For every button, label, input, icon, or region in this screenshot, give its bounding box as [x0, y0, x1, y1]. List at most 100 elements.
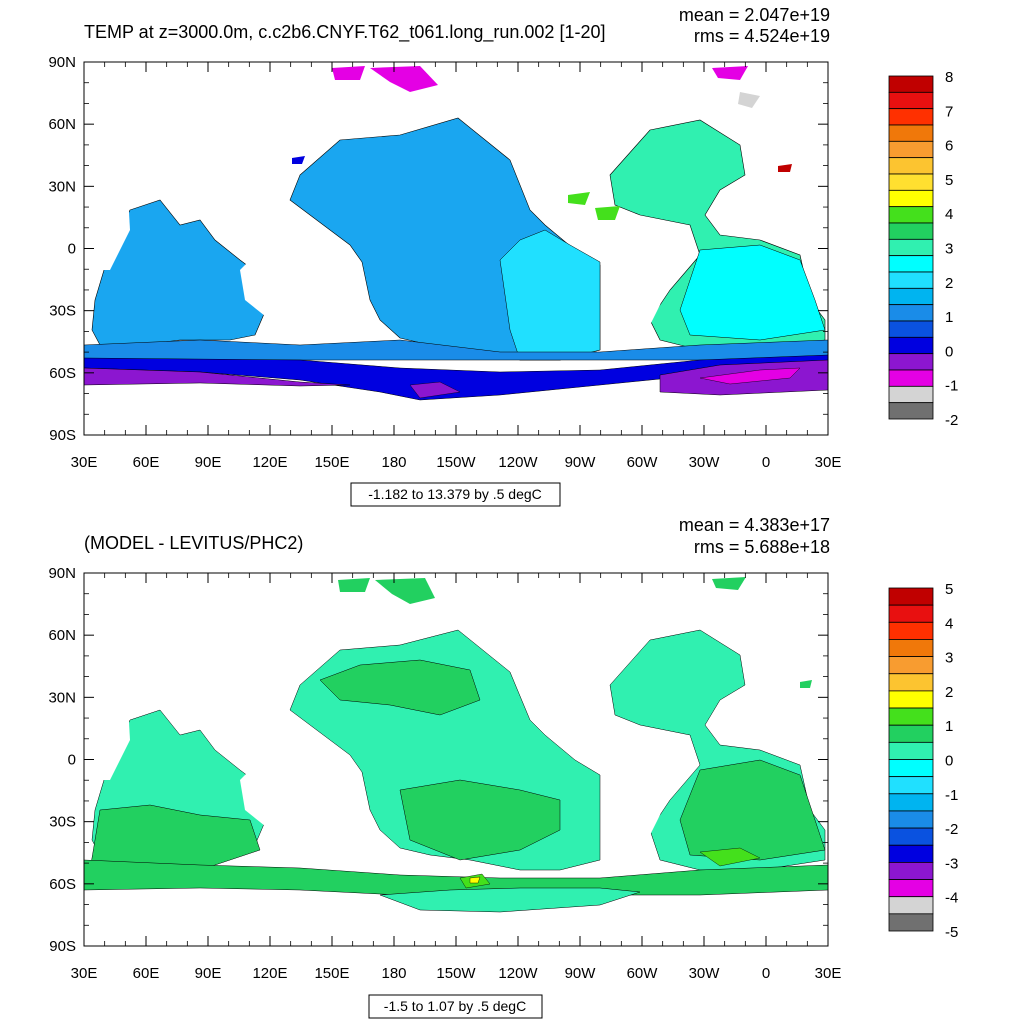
- y-tick-label: 60S: [49, 876, 76, 893]
- colorbar-label: -2: [945, 412, 958, 429]
- x-tick-label: 90W: [565, 454, 597, 471]
- panel1-caribbean: [595, 206, 620, 220]
- x-tick-label: 150W: [436, 454, 476, 471]
- panel2-arctic-2: [375, 578, 435, 604]
- colorbar-label: -5: [945, 924, 958, 941]
- colorbar-box: [888, 862, 934, 880]
- panel1-southern-1: [84, 339, 828, 361]
- x-tick-label: 60E: [133, 965, 160, 982]
- panel2-x-axis: 30E 60E 90E 120E 150E 180 150W 120W 90W 60W 30W 0 30…: [71, 965, 842, 982]
- x-tick-label: 30E: [71, 965, 98, 982]
- panel2-southern-1: [84, 859, 828, 899]
- colorbar-label: -3: [945, 855, 958, 872]
- colorbar-label: -4: [945, 890, 958, 907]
- colorbar-label: 2: [945, 684, 953, 701]
- x-tick-label: 30E: [815, 454, 842, 471]
- colorbar-box: [888, 656, 934, 675]
- x-tick-label: 180: [381, 454, 406, 471]
- colorbar-box: [888, 913, 934, 932]
- x-tick-label: 120E: [252, 965, 287, 982]
- panel1-info-box: [350, 482, 561, 507]
- colorbar-box: [888, 587, 934, 606]
- panel2-atlantic-yellowgreen: [699, 847, 761, 867]
- y-tick-label: 30N: [48, 689, 76, 706]
- colorbar-label: -1: [945, 378, 958, 395]
- colorbar-box: [888, 173, 934, 191]
- y-tick-label: 60N: [48, 116, 76, 133]
- colorbar-box: [888, 287, 934, 306]
- panel-difference: (MODEL - LEVITUS/PHC2) mean = 4.383e+17 …: [48, 515, 958, 1019]
- panel2-southern-yellow-2: [469, 876, 481, 884]
- colorbar-label: -2: [945, 821, 958, 838]
- x-tick-label: 120W: [498, 965, 538, 982]
- colorbar-label: 5: [945, 172, 953, 189]
- colorbar-label: 4: [945, 206, 953, 223]
- panel1-southern-6: [409, 381, 461, 399]
- panel2-mean: mean = 4.383e+17: [679, 515, 830, 535]
- colorbar-box: [888, 690, 934, 709]
- panel1-arctic-2: [370, 66, 438, 92]
- panel2-arctic-1: [338, 578, 370, 592]
- colorbar-box: [888, 206, 934, 224]
- panel2-pacific-green-1: [319, 659, 481, 716]
- x-tick-label: 180: [381, 965, 406, 982]
- y-tick-label: 90S: [49, 427, 76, 444]
- y-tick-label: 30S: [49, 303, 76, 320]
- panel2-axis-ticks: [83, 572, 829, 947]
- x-tick-label: 120W: [498, 454, 538, 471]
- colorbar-box: [888, 189, 934, 208]
- colorbar-box: [888, 369, 934, 387]
- x-tick-label: 30E: [815, 965, 842, 982]
- panel2-contour-info: -1.5 to 1.07 by .5 degC: [384, 998, 526, 1014]
- y-tick-label: 90N: [48, 54, 76, 71]
- panel1-med: [778, 164, 792, 172]
- panel1-australia: [240, 240, 345, 320]
- panel1-contour-info: -1.182 to 13.379 by .5 degC: [368, 486, 542, 502]
- y-tick-label: 90S: [49, 938, 76, 955]
- x-tick-label: 0: [762, 454, 770, 471]
- colorbar-label: 0: [945, 343, 953, 360]
- colorbar-box: [888, 320, 934, 338]
- colorbar-box: [888, 673, 934, 692]
- colorbar-label: 1: [945, 718, 953, 735]
- x-tick-label: 30W: [689, 454, 721, 471]
- x-tick-label: 90E: [195, 965, 222, 982]
- colorbar-box: [888, 879, 934, 898]
- colorbar-label: 3: [945, 241, 953, 258]
- colorbar-box: [888, 304, 934, 322]
- panel1-arctic-3: [712, 66, 748, 80]
- colorbar-label: 2: [945, 275, 953, 292]
- x-tick-label: 120E: [252, 454, 287, 471]
- panel2-atlantic-green: [679, 759, 826, 861]
- colorbar-box: [888, 776, 934, 795]
- colorbar-box: [888, 336, 934, 355]
- panel1-africa: [92, 195, 130, 270]
- panel2-south-america: [600, 760, 670, 855]
- colorbar-box: [888, 402, 934, 420]
- panel2-arctic-3: [712, 577, 746, 590]
- panel1-map: [84, 62, 828, 435]
- panel2-info-box: [368, 994, 543, 1019]
- colorbar-box: [888, 238, 934, 257]
- colorbar-box: [888, 741, 934, 760]
- panel2-med: [800, 680, 812, 688]
- colorbar-box: [888, 810, 934, 829]
- colorbar-box: [888, 759, 934, 778]
- colorbar-box: [888, 271, 934, 289]
- x-tick-label: 90W: [565, 965, 597, 982]
- panel1-indian: [91, 199, 271, 346]
- y-tick-label: 30N: [48, 178, 76, 195]
- panel2-southern-2: [379, 887, 641, 913]
- colorbar-box: [888, 724, 934, 743]
- panel1-mean: mean = 2.047e+19: [679, 5, 830, 25]
- colorbar-box: [888, 827, 934, 846]
- x-tick-label: 60W: [627, 454, 659, 471]
- x-tick-label: 60W: [627, 965, 659, 982]
- colorbar-box: [888, 896, 934, 915]
- colorbar-box: [888, 255, 934, 273]
- y-tick-label: 60S: [49, 365, 76, 382]
- x-tick-label: 150E: [314, 454, 349, 471]
- colorbar-label: 3: [945, 650, 953, 667]
- colorbar-label: 1: [945, 309, 953, 326]
- panel1-x-axis: 30E 60E 90E 120E 150E 180 150W 120W 90W 60W 30W 0 30…: [71, 454, 842, 471]
